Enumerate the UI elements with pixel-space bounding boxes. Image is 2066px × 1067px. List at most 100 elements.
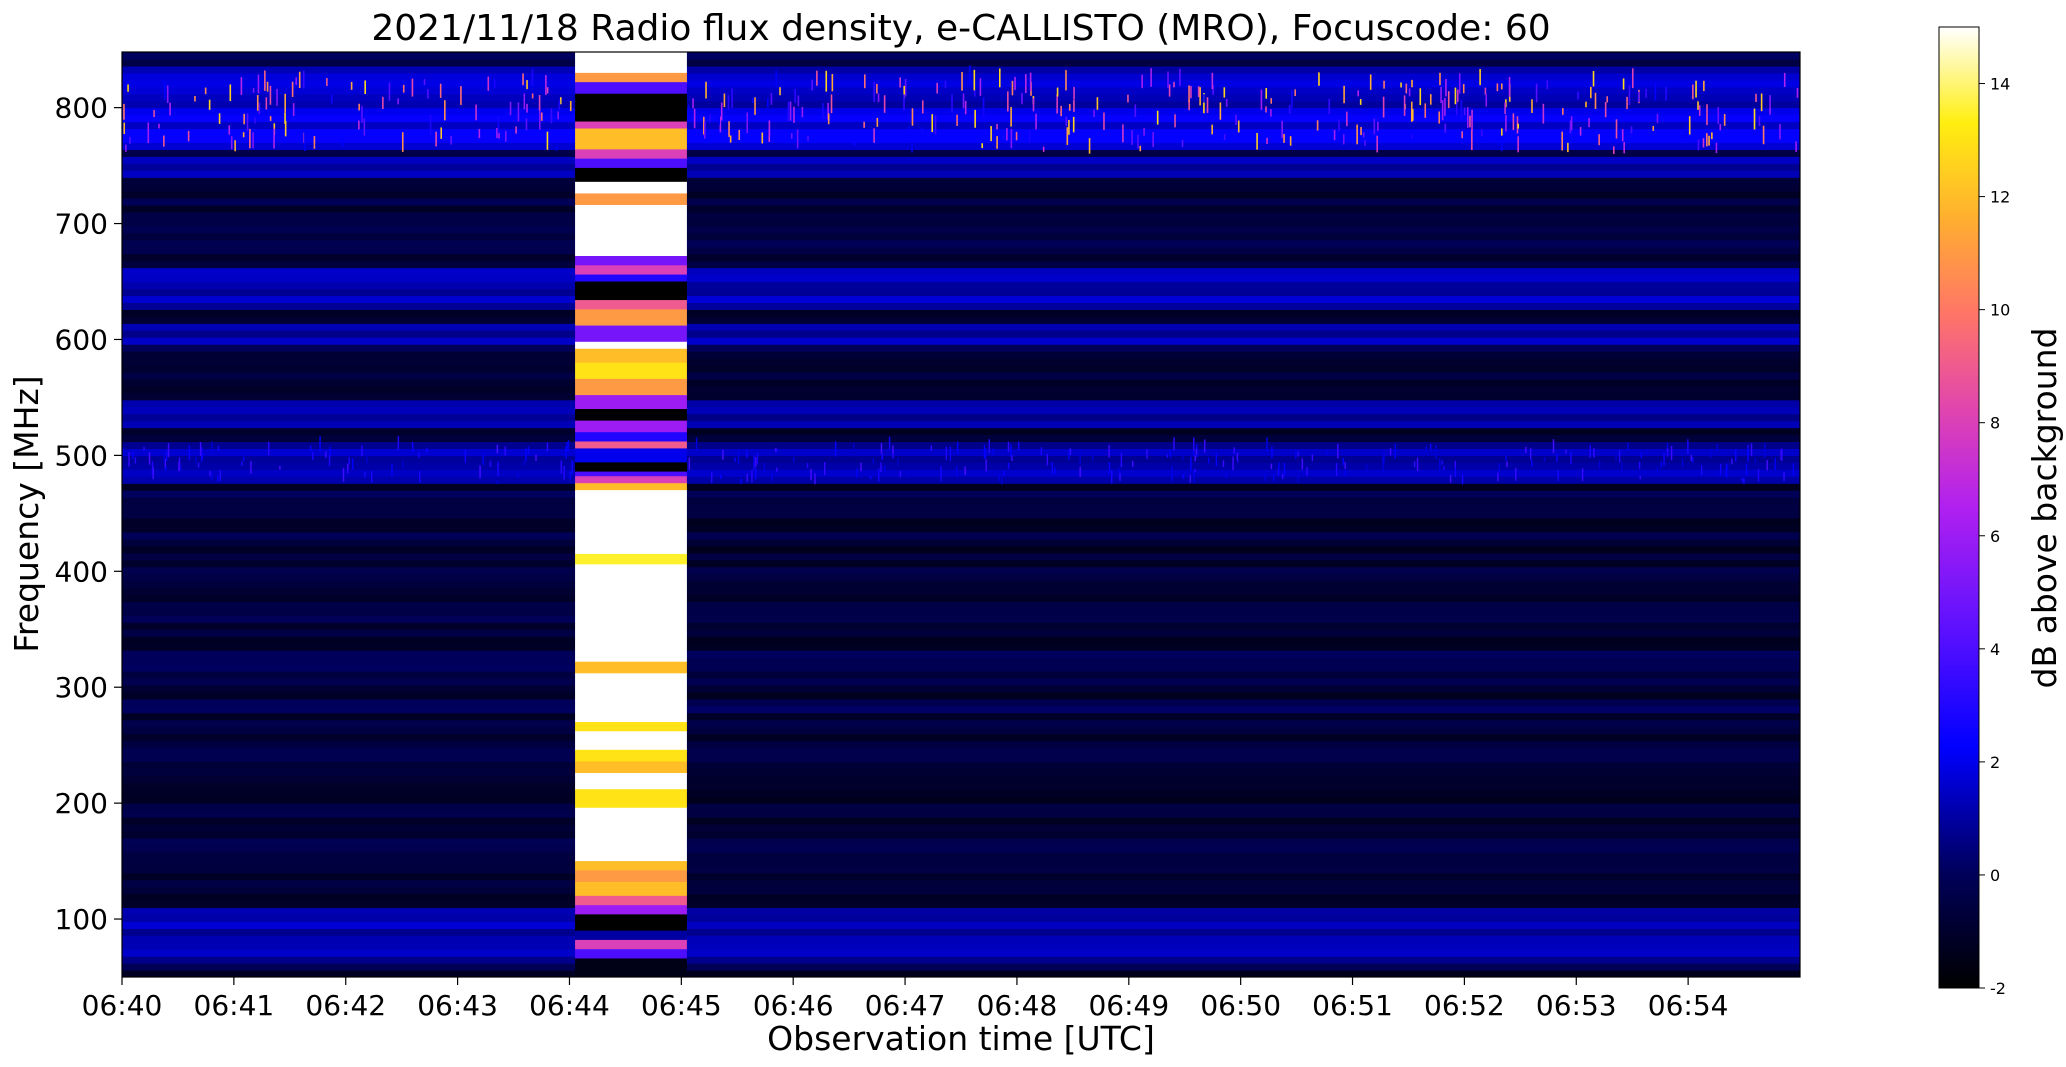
band-segment <box>122 657 576 665</box>
burst-streak <box>211 441 213 454</box>
burst-streak <box>1702 138 1705 148</box>
burst-streak <box>450 135 452 145</box>
burst-streak <box>1014 76 1016 91</box>
burst-streak <box>985 459 987 472</box>
burst-streak <box>1706 104 1708 126</box>
burst-streak <box>856 468 858 478</box>
saturated-band <box>575 448 687 463</box>
band-segment <box>122 316 576 324</box>
burst-streak <box>411 78 414 97</box>
burst-streak <box>1291 90 1293 109</box>
band-segment <box>122 246 576 255</box>
burst-streak <box>1660 461 1663 468</box>
burst-streak <box>771 473 773 481</box>
burst-streak <box>1631 68 1634 89</box>
burst-streak <box>1068 119 1070 135</box>
x-tick-label: 06:40 <box>82 989 163 1022</box>
burst-streak <box>1666 451 1669 457</box>
burst-streak <box>705 81 707 99</box>
burst-streak <box>1755 93 1757 103</box>
burst-streak <box>776 467 778 472</box>
burst-streak <box>1111 470 1113 484</box>
burst-streak <box>1593 448 1595 458</box>
saturated-band <box>575 462 687 473</box>
saturated-band <box>575 819 687 862</box>
burst-streak <box>1622 78 1625 90</box>
saturated-band <box>575 441 687 449</box>
saturated-band <box>575 395 687 410</box>
band-segment <box>686 448 1800 456</box>
band-segment <box>686 358 1800 366</box>
burst-streak <box>1194 455 1196 462</box>
burst-streak <box>489 460 492 468</box>
burst-streak <box>1444 123 1447 133</box>
burst-streak <box>1032 98 1035 112</box>
burst-streak <box>1567 142 1569 153</box>
band-segment <box>686 58 1800 67</box>
burst-streak <box>291 81 294 97</box>
burst-streak <box>1403 95 1406 116</box>
burst-streak <box>1754 458 1757 463</box>
burst-streak <box>1692 84 1694 100</box>
burst-streak <box>1356 124 1358 145</box>
band-segment <box>122 538 576 547</box>
burst-streak <box>790 133 793 139</box>
x-tick-label: 06:42 <box>305 989 386 1022</box>
burst-streak <box>284 112 286 124</box>
band-segment <box>122 163 576 171</box>
burst-streak <box>1440 86 1442 103</box>
burst-streak <box>983 444 986 460</box>
band-segment <box>122 149 576 157</box>
burst-streak <box>1311 454 1314 462</box>
burst-streak <box>1383 80 1385 89</box>
burst-streak <box>312 451 314 460</box>
burst-streak <box>517 102 520 122</box>
burst-streak <box>218 113 221 124</box>
band-segment <box>122 497 576 505</box>
band-segment <box>122 615 576 623</box>
band-segment <box>122 712 576 721</box>
saturated-interval <box>575 52 687 977</box>
burst-streak <box>1152 132 1154 147</box>
burst-streak <box>1265 106 1267 113</box>
burst-streak <box>718 108 720 125</box>
band-segment <box>686 107 1800 116</box>
burst-streak <box>565 445 567 459</box>
saturated-band <box>575 72 687 83</box>
burst-streak <box>1141 74 1143 89</box>
band-segment <box>686 483 1800 491</box>
burst-streak <box>163 454 165 464</box>
burst-streak <box>1266 137 1268 145</box>
burst-streak <box>1757 468 1760 482</box>
burst-streak <box>522 73 524 86</box>
band-segment <box>686 93 1800 102</box>
band-segment <box>686 184 1800 192</box>
burst-streak <box>188 445 191 461</box>
burst-streak <box>1735 449 1737 462</box>
band-segment <box>122 337 576 345</box>
burst-streak <box>526 80 528 90</box>
burst-streak <box>557 111 559 120</box>
burst-streak <box>869 475 872 480</box>
burst-streak <box>1169 449 1171 454</box>
burst-streak <box>249 128 251 149</box>
burst-streak <box>703 121 706 139</box>
band-segment <box>122 545 576 554</box>
burst-streak <box>1471 129 1473 151</box>
band-segment <box>686 705 1800 714</box>
burst-streak <box>517 472 519 478</box>
burst-streak <box>538 95 541 111</box>
burst-streak <box>873 81 875 102</box>
x-tick-label: 06:47 <box>865 989 946 1022</box>
burst-streak <box>1190 85 1192 99</box>
band-segment <box>122 956 576 964</box>
burst-streak <box>1556 453 1558 462</box>
burst-streak <box>546 442 549 452</box>
burst-streak <box>1530 447 1532 460</box>
burst-streak <box>1535 83 1538 103</box>
burst-streak <box>1615 119 1618 139</box>
burst-streak <box>429 114 432 136</box>
burst-streak <box>1719 464 1722 474</box>
burst-streak <box>419 471 421 483</box>
band-segment <box>686 260 1800 269</box>
